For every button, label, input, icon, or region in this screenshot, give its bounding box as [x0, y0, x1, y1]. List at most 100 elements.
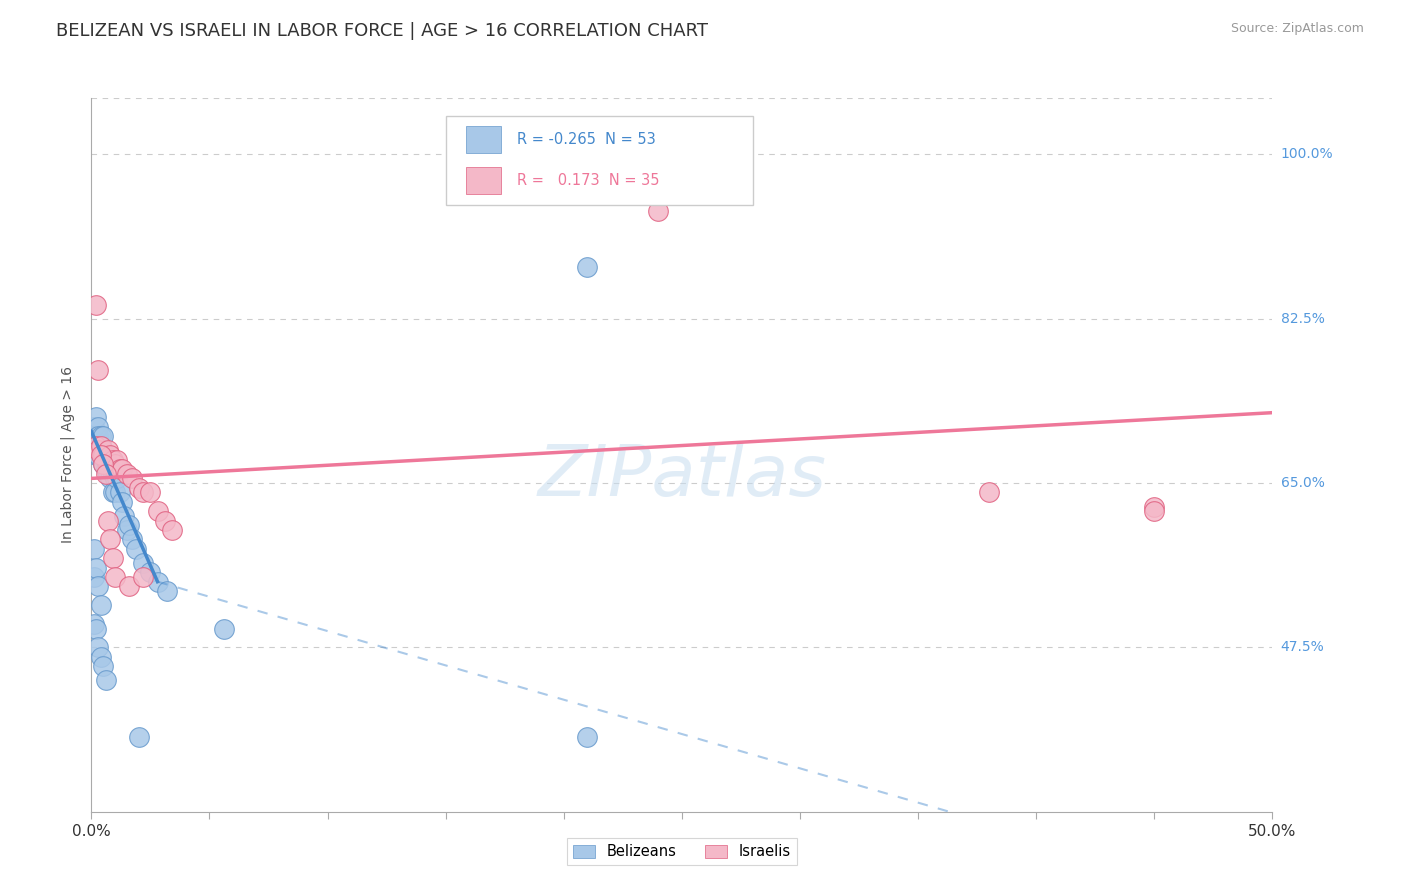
Point — [84, 298, 107, 312]
Text: R = -0.265  N = 53: R = -0.265 N = 53 — [516, 132, 655, 147]
Legend: Belizeans, Israelis: Belizeans, Israelis — [567, 838, 797, 865]
Point — [87, 640, 110, 655]
Point — [139, 485, 162, 500]
Point — [121, 533, 143, 547]
FancyBboxPatch shape — [465, 168, 501, 194]
Point — [111, 495, 134, 509]
Point — [84, 560, 107, 574]
Point — [98, 471, 121, 485]
Point — [94, 448, 117, 462]
Point — [94, 448, 117, 462]
Point — [97, 458, 120, 472]
Point — [87, 448, 110, 462]
Point — [91, 429, 114, 443]
Text: 82.5%: 82.5% — [1281, 312, 1324, 326]
Point — [94, 452, 117, 467]
Point — [647, 203, 669, 218]
Point — [104, 458, 127, 472]
Point — [84, 429, 107, 443]
Point — [94, 467, 117, 481]
Point — [128, 481, 150, 495]
Point — [153, 514, 176, 528]
Point — [97, 514, 120, 528]
Point — [98, 462, 121, 476]
Point — [90, 448, 112, 462]
Text: Source: ZipAtlas.com: Source: ZipAtlas.com — [1230, 22, 1364, 36]
Point — [101, 452, 124, 467]
Point — [91, 448, 114, 462]
Point — [111, 462, 134, 476]
Point — [132, 485, 155, 500]
Point — [98, 533, 121, 547]
Point — [108, 462, 131, 476]
Point — [84, 448, 107, 462]
FancyBboxPatch shape — [446, 116, 752, 205]
Point — [87, 443, 110, 458]
Point — [84, 410, 107, 425]
Y-axis label: In Labor Force | Age > 16: In Labor Force | Age > 16 — [60, 367, 76, 543]
Point — [91, 659, 114, 673]
Text: BELIZEAN VS ISRAELI IN LABOR FORCE | AGE > 16 CORRELATION CHART: BELIZEAN VS ISRAELI IN LABOR FORCE | AGE… — [56, 22, 709, 40]
Point — [105, 452, 128, 467]
Text: R =   0.173  N = 35: R = 0.173 N = 35 — [516, 173, 659, 188]
Point — [90, 429, 112, 443]
Point — [115, 467, 138, 481]
Point — [128, 730, 150, 744]
Point — [83, 570, 105, 584]
Point — [90, 649, 112, 664]
Point — [115, 523, 138, 537]
FancyBboxPatch shape — [465, 127, 501, 153]
Point — [101, 551, 124, 566]
Point — [84, 438, 107, 452]
Point — [121, 471, 143, 485]
Point — [90, 438, 112, 452]
Point — [90, 443, 112, 458]
Point — [125, 541, 148, 556]
Point — [114, 508, 136, 523]
Point — [87, 363, 110, 377]
Point — [90, 598, 112, 612]
Point — [132, 570, 155, 584]
Point — [977, 485, 1000, 500]
Point — [91, 443, 114, 458]
Point — [576, 730, 599, 744]
Point — [118, 518, 141, 533]
Text: 47.5%: 47.5% — [1281, 640, 1324, 655]
Point — [94, 673, 117, 688]
Point — [98, 448, 121, 462]
Text: 100.0%: 100.0% — [1281, 147, 1333, 161]
Point — [101, 467, 124, 481]
Point — [576, 260, 599, 274]
Point — [91, 458, 114, 472]
Point — [83, 438, 105, 452]
Point — [1143, 500, 1166, 514]
Point — [83, 616, 105, 631]
Point — [132, 556, 155, 570]
Point — [87, 438, 110, 452]
Point — [118, 579, 141, 593]
Point — [212, 622, 235, 636]
Point — [101, 485, 124, 500]
Point — [156, 584, 179, 599]
Point — [146, 504, 169, 518]
Point — [87, 429, 110, 443]
Point — [87, 419, 110, 434]
Point — [105, 471, 128, 485]
Point — [139, 566, 162, 580]
Point — [91, 458, 114, 472]
Point — [108, 485, 131, 500]
Point — [83, 419, 105, 434]
Text: 65.0%: 65.0% — [1281, 476, 1324, 490]
Point — [90, 438, 112, 452]
Point — [160, 523, 183, 537]
Point — [97, 443, 120, 458]
Point — [104, 570, 127, 584]
Point — [83, 541, 105, 556]
Point — [1143, 504, 1166, 518]
Point — [94, 462, 117, 476]
Point — [146, 574, 169, 589]
Point — [84, 622, 107, 636]
Point — [104, 485, 127, 500]
Text: ZIPatlas: ZIPatlas — [537, 442, 827, 511]
Point — [104, 471, 127, 485]
